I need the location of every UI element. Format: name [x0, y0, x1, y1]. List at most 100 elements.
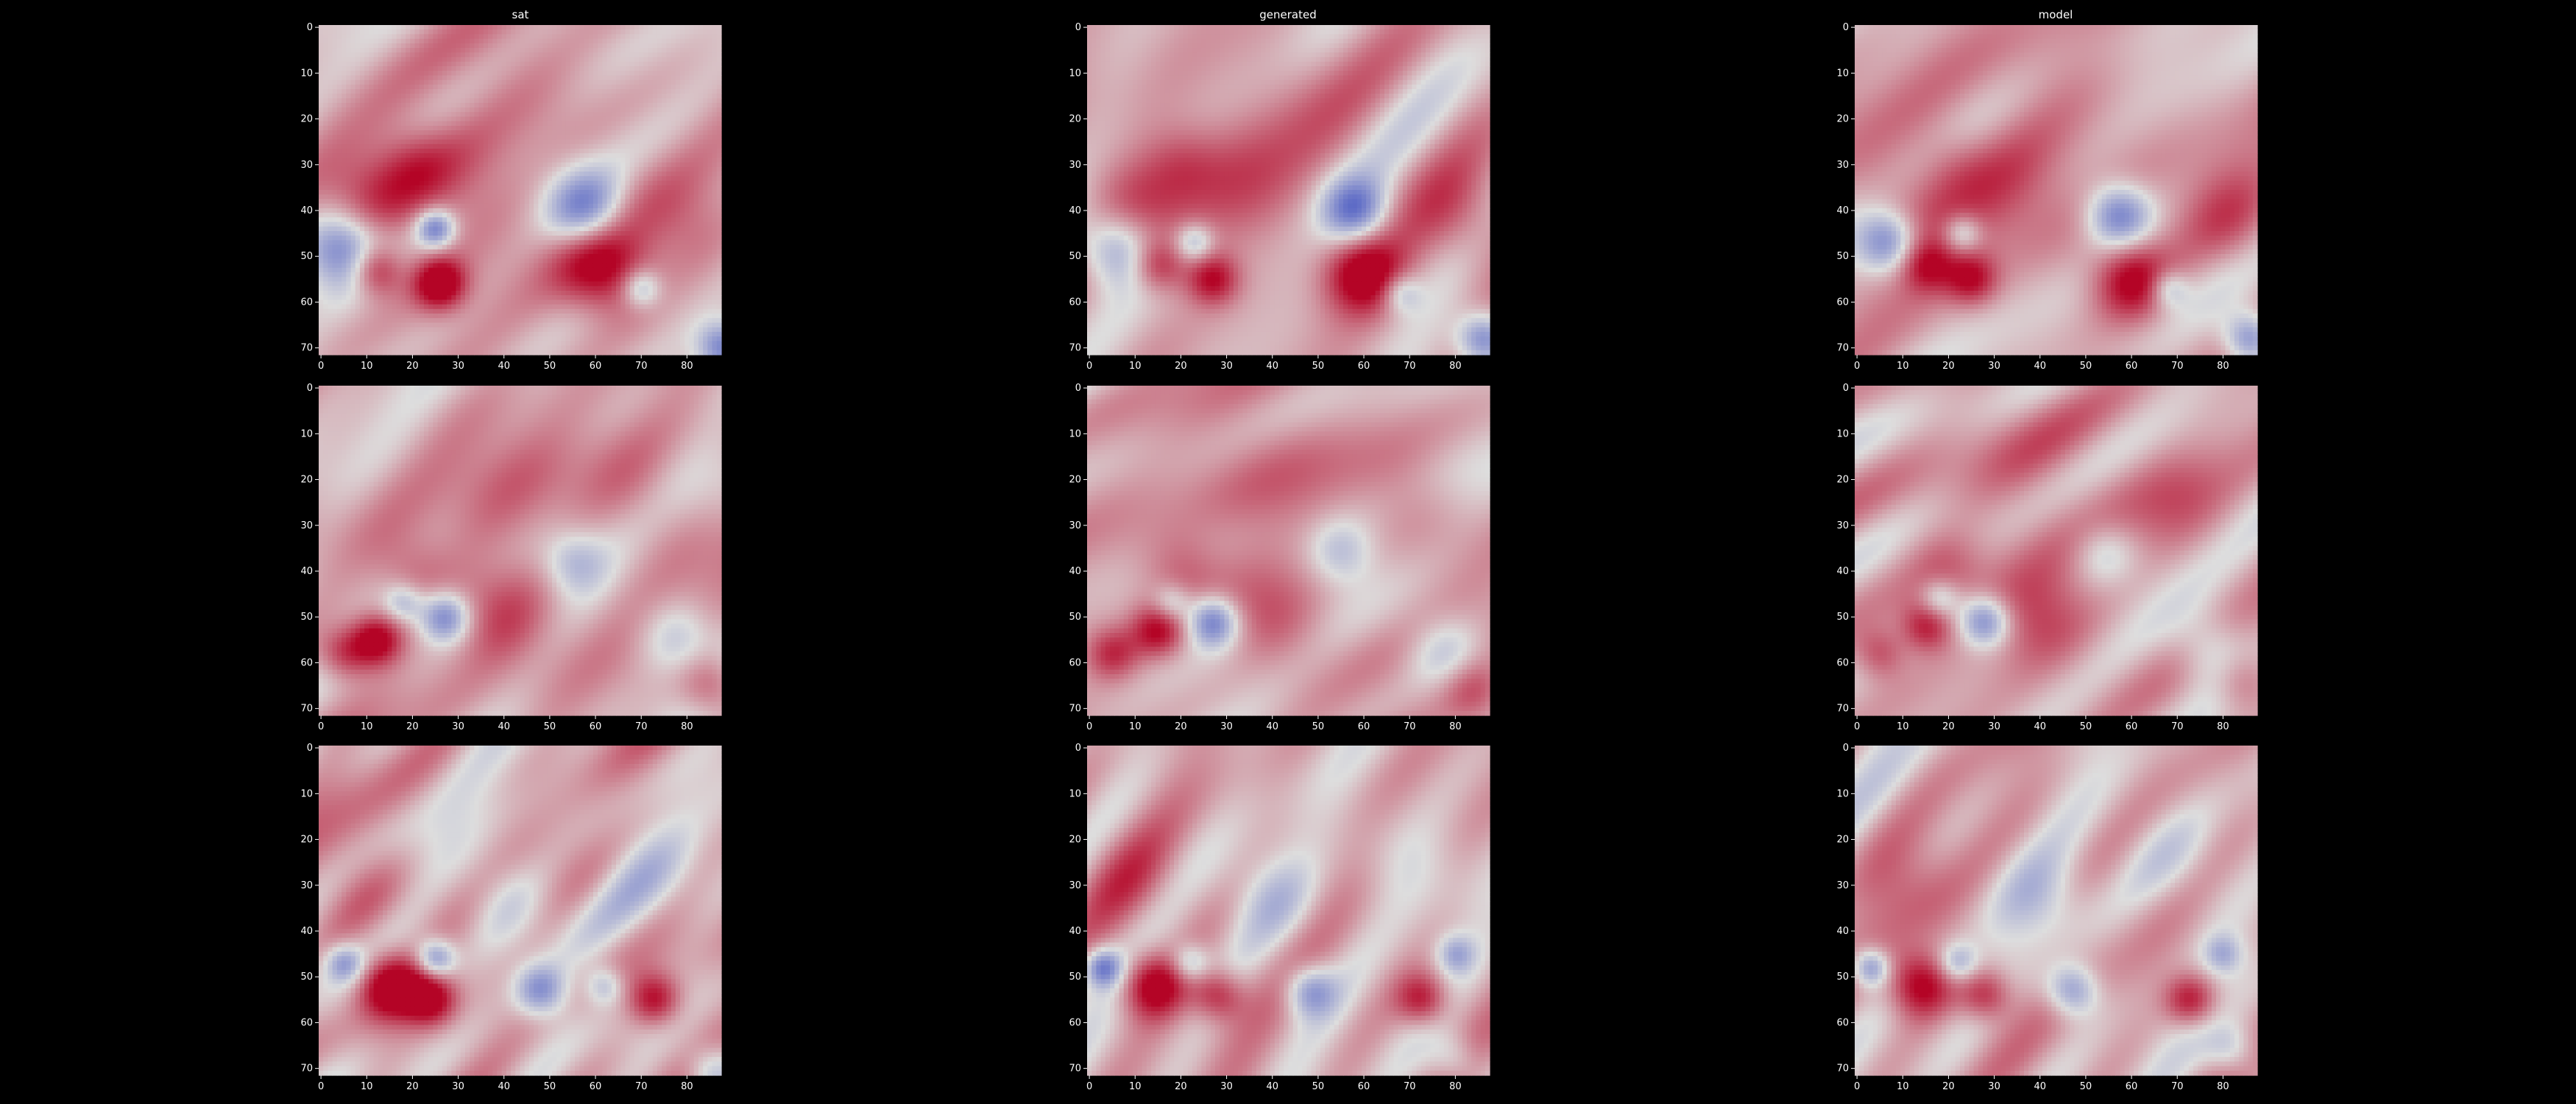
heatmap-cell	[447, 34, 452, 39]
heatmap-cell	[401, 281, 406, 286]
heatmap-cell	[598, 158, 603, 163]
heatmap-cell	[684, 213, 690, 218]
heatmap-cell	[401, 116, 406, 121]
heatmap-cell	[698, 34, 704, 39]
heatmap-cell	[433, 89, 438, 94]
heatmap-cell	[415, 190, 420, 195]
heatmap-cell	[625, 149, 630, 154]
heatmap-cell	[360, 163, 365, 168]
heatmap-cell	[616, 112, 621, 117]
heatmap-cell	[397, 194, 402, 199]
heatmap-cell	[680, 62, 685, 67]
heatmap-cell	[492, 281, 498, 286]
heatmap-cell	[374, 89, 379, 94]
heatmap-cell	[369, 176, 374, 181]
heatmap-cell	[543, 34, 548, 39]
heatmap-cell	[323, 126, 328, 131]
heatmap-cell	[456, 222, 461, 227]
heatmap-cell	[671, 158, 676, 163]
heatmap-cell	[506, 149, 512, 154]
heatmap-cell	[643, 236, 648, 241]
heatmap-cell	[364, 171, 369, 177]
heatmap-cell	[602, 149, 607, 154]
heatmap-cell	[712, 103, 718, 108]
heatmap-cell	[488, 158, 493, 163]
heatmap-cell	[342, 268, 347, 273]
heatmap-cell	[364, 158, 369, 163]
heatmap-cell	[666, 62, 671, 67]
heatmap-cell	[520, 222, 526, 227]
heatmap-cell	[428, 204, 434, 209]
heatmap-cell	[415, 250, 420, 255]
heatmap-cell	[717, 52, 722, 57]
heatmap-cell	[492, 144, 498, 149]
heatmap-cell	[598, 277, 603, 282]
heatmap-cell	[703, 250, 708, 255]
heatmap-cell	[337, 167, 342, 172]
heatmap-cell	[328, 236, 333, 241]
heatmap-cell	[369, 66, 374, 71]
heatmap-cell	[392, 103, 397, 108]
heatmap-cell	[520, 181, 526, 186]
heatmap-cell	[319, 29, 324, 35]
heatmap-cell	[474, 277, 479, 282]
heatmap-cell	[465, 227, 470, 232]
heatmap-cell	[364, 71, 369, 76]
heatmap-cell	[612, 116, 617, 121]
heatmap-cell	[474, 149, 479, 154]
heatmap-cell	[397, 57, 402, 63]
heatmap-cell	[470, 240, 475, 245]
heatmap-cell	[323, 171, 328, 177]
heatmap-cell	[703, 34, 708, 39]
heatmap-cell	[406, 204, 411, 209]
heatmap-cell	[707, 43, 712, 49]
heatmap-cell	[579, 43, 584, 49]
heatmap-cell	[689, 217, 694, 222]
heatmap-cell	[355, 25, 361, 30]
heatmap-cell	[694, 66, 699, 71]
heatmap-cell	[392, 240, 397, 245]
heatmap-cell	[671, 80, 676, 85]
heatmap-cell	[616, 217, 621, 222]
heatmap-cell	[360, 185, 365, 191]
heatmap-cell	[378, 231, 383, 236]
heatmap-cell	[707, 25, 712, 30]
heatmap-cell	[424, 112, 429, 117]
heatmap-cell	[378, 213, 383, 218]
heatmap-cell	[529, 149, 534, 154]
heatmap-cell	[406, 231, 411, 236]
heatmap-cell	[630, 236, 635, 241]
heatmap-cell	[502, 194, 507, 199]
heatmap-cell	[323, 163, 328, 168]
heatmap-cell	[607, 176, 612, 181]
heatmap-cell	[456, 29, 461, 35]
heatmap-cell	[415, 176, 420, 181]
heatmap-cell	[406, 62, 411, 67]
heatmap-cell	[666, 190, 671, 195]
heatmap-cell	[717, 66, 722, 71]
heatmap-cell	[479, 272, 484, 277]
heatmap-cell	[639, 75, 644, 80]
heatmap-cell	[676, 190, 681, 195]
heatmap-cell	[433, 245, 438, 250]
heatmap-cell	[342, 254, 347, 259]
heatmap-cell	[492, 263, 498, 269]
heatmap-cell	[707, 204, 712, 209]
heatmap-cell	[415, 57, 420, 63]
heatmap-cell	[602, 268, 607, 273]
heatmap-cell	[502, 254, 507, 259]
heatmap-cell	[442, 48, 447, 53]
heatmap-cell	[671, 39, 676, 44]
heatmap-cell	[392, 126, 397, 131]
heatmap-cell	[556, 80, 562, 85]
heatmap-cell	[488, 258, 493, 263]
heatmap-cell	[630, 112, 635, 117]
heatmap-cell	[607, 29, 612, 35]
heatmap-cell	[570, 25, 576, 30]
heatmap-cell	[534, 116, 539, 121]
heatmap-cell	[442, 99, 447, 104]
heatmap-cell	[643, 130, 648, 135]
heatmap-cell	[401, 263, 406, 269]
heatmap-cell	[620, 75, 626, 80]
heatmap-cell	[342, 135, 347, 140]
